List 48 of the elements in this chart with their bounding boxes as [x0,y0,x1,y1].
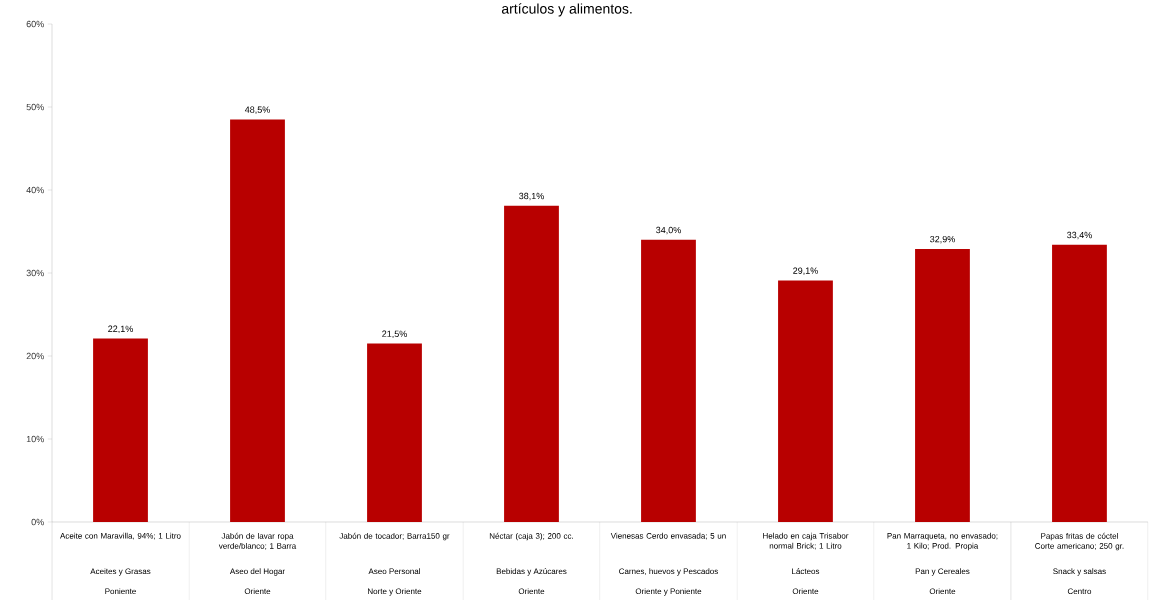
y-tick-label: 20% [26,352,44,360]
text: Norte y Oriente [368,588,422,596]
bar [367,343,422,522]
y-tick-label: 0% [31,518,44,526]
bar [1052,244,1107,522]
bar [230,119,285,522]
text: Oriente [244,588,271,595]
data-label: 48,5% [244,106,270,114]
text: Lácteos [792,568,820,575]
chart-title: artículos y alimentos. [501,3,632,17]
text: Snack y salsas [1053,568,1106,576]
data-label: 29,1% [793,267,818,275]
text: Carnes, huevos y Pescados [619,568,718,576]
x-tick-label: Vienesas Cerdo envasada; 5 un [610,532,726,540]
bar [93,338,148,522]
x-tick-label: Papas fritas de cóctel Corte americano; 250 gr. [1035,532,1124,551]
x-tick-label: Aceite con Maravilla, 94%; 1 Litro [60,532,181,540]
text: Pan y Cereales [915,568,970,576]
bar [504,205,559,522]
text: Poniente [105,588,136,595]
x-tick-label: Néctar (caja 3); 200 cc. [489,532,573,541]
y-tick-label: 60% [26,20,44,28]
text: Aseo Personal [368,568,420,575]
bar [778,280,833,522]
text: Centro [1067,588,1092,595]
y-tick-label: 10% [26,435,44,443]
text: Oriente [792,588,819,595]
data-label: 33,4% [1067,231,1092,240]
x-tick-label: Helado en caja Trisabor normal Brick; 1 Litro [763,532,849,550]
y-tick-label: 50% [26,103,44,111]
y-tick-label: 40% [26,186,44,194]
text: Aseo del Hogar [229,568,285,576]
x-tick-label: Jabón de tocador; Barra150 gr [339,532,450,541]
data-label: 38,1% [519,192,544,201]
bar [641,239,696,522]
data-label: 21,5% [382,330,407,339]
text: Oriente [929,588,956,595]
data-label: 22,1% [108,325,133,334]
data-label: 32,9% [930,235,955,244]
text: Oriente y Poniente [635,588,702,596]
data-label: 34,0% [656,226,681,235]
text: Aceites y Grasas [90,568,151,576]
text: Oriente [518,588,545,595]
x-tick-label: Jabón de lavar ropa verde/blanco; 1 Barra [218,532,297,550]
x-tick-label: Pan Marraqueta, no envasado; 1 Kilo; Prod. Propia [887,532,998,551]
y-tick-label: 30% [26,269,44,277]
bar [915,248,970,522]
text: Bebidas y Azúcares [496,568,567,576]
